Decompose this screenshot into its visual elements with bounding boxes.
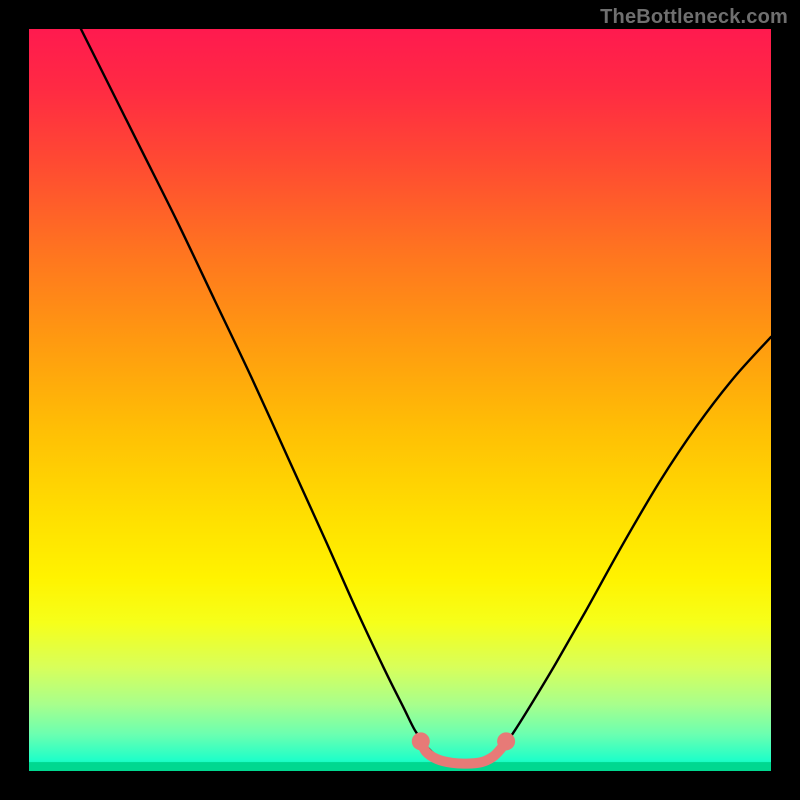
watermark-text: TheBottleneck.com	[600, 6, 788, 29]
bottleneck-chart: TheBottleneck.com	[0, 0, 800, 800]
bottom-strip	[29, 762, 771, 771]
chart-svg	[0, 0, 800, 800]
chart-background	[29, 29, 771, 771]
highlight-endpoint-right	[497, 732, 515, 750]
highlight-endpoint-left	[412, 732, 430, 750]
